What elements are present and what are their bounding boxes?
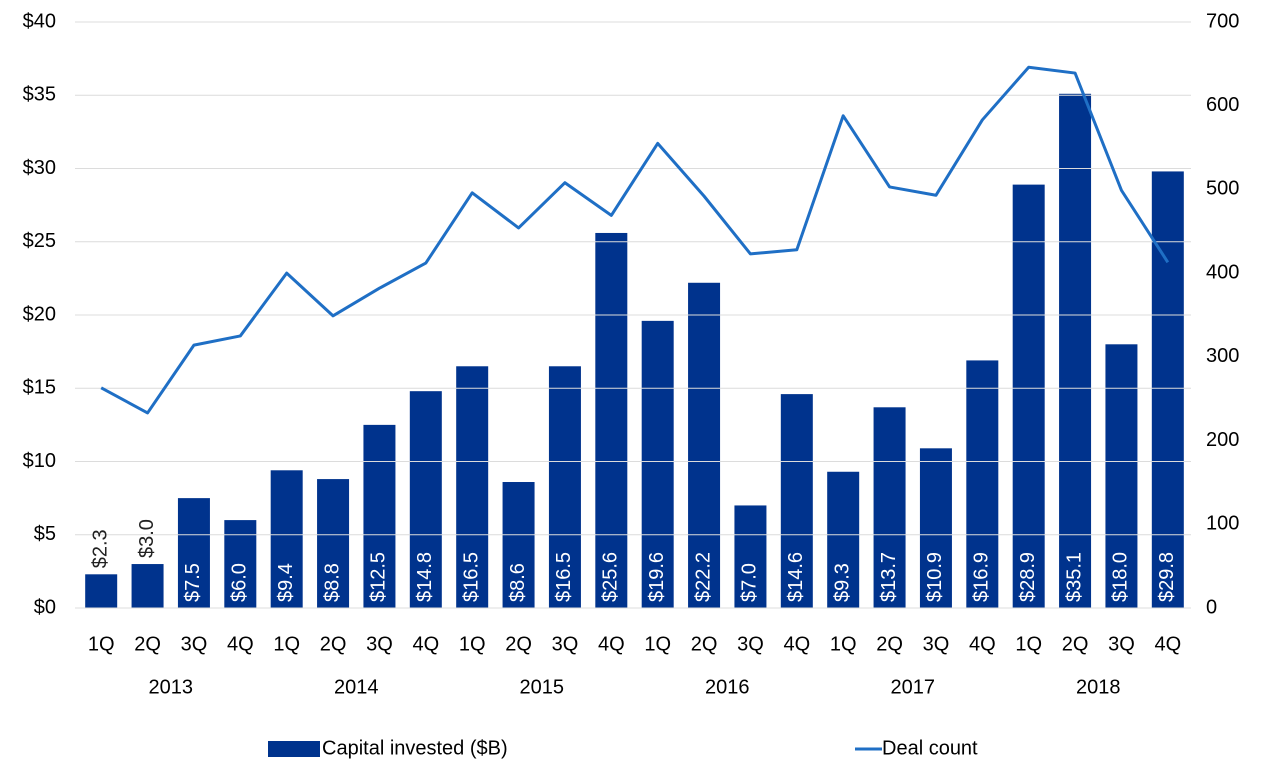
group-label: 2016	[705, 676, 750, 698]
x-tick-label: 2Q	[691, 633, 718, 655]
bar	[919, 448, 952, 608]
x-tick-label: 3Q	[181, 633, 208, 655]
bar	[131, 564, 164, 608]
bar	[456, 366, 489, 608]
y2-tick-label: 400	[1206, 261, 1239, 283]
value-label: $9.4	[275, 563, 297, 602]
bar	[641, 320, 674, 608]
group-label: 2015	[520, 676, 565, 698]
value-label: $19.6	[646, 552, 668, 602]
x-tick-label: 2Q	[876, 633, 903, 655]
x-tick-label: 2Q	[505, 633, 532, 655]
value-label: $29.8	[1156, 552, 1178, 602]
x-tick-label: 1Q	[88, 633, 115, 655]
y2-tick-label: 600	[1206, 94, 1239, 116]
y-tick-label: $30	[23, 157, 56, 179]
x-tick-label: 3Q	[366, 633, 393, 655]
value-label: $9.3	[831, 563, 853, 602]
value-label: $16.9	[971, 552, 993, 602]
bar	[827, 471, 860, 608]
bar	[363, 424, 396, 608]
bar	[1012, 184, 1045, 609]
y-tick-label: $15	[23, 377, 56, 399]
x-tick-label: 3Q	[923, 633, 950, 655]
y-tick-label: $40	[23, 10, 56, 32]
value-label: $18.0	[1110, 552, 1132, 602]
value-label: $7.5	[182, 563, 204, 602]
bar	[177, 498, 210, 608]
value-label: $16.5	[460, 552, 482, 602]
bar	[1059, 93, 1092, 608]
group-label: 2014	[334, 676, 379, 698]
y2-tick-label: 100	[1206, 513, 1239, 535]
x-tick-label: 3Q	[737, 633, 764, 655]
x-tick-label: 4Q	[969, 633, 996, 655]
legend-label: Capital invested ($B)	[322, 737, 508, 759]
bar	[270, 470, 303, 608]
bar	[1151, 171, 1184, 608]
bar	[780, 394, 813, 608]
bar	[502, 482, 535, 608]
y-tick-label: $10	[23, 450, 56, 472]
value-label: $28.9	[1017, 552, 1039, 602]
y-tick-label: $20	[23, 303, 56, 325]
value-label: $8.6	[507, 563, 529, 602]
y2-tick-label: 200	[1206, 429, 1239, 451]
bar	[595, 232, 628, 608]
bar	[409, 391, 442, 608]
x-tick-label: 1Q	[830, 633, 857, 655]
y-tick-label: $35	[23, 84, 56, 106]
value-label: $7.0	[739, 563, 761, 602]
x-tick-label: 1Q	[273, 633, 300, 655]
value-label: $8.8	[321, 563, 343, 602]
y2-tick-label: 700	[1206, 10, 1239, 32]
y-tick-label: $25	[23, 230, 56, 252]
value-label: $22.2	[692, 552, 714, 602]
legend-label: Deal count	[882, 737, 978, 759]
x-tick-label: 2Q	[134, 633, 161, 655]
bar	[966, 360, 999, 608]
y2-tick-label: 0	[1206, 596, 1217, 618]
value-label: $14.8	[414, 552, 436, 602]
x-tick-label: 1Q	[644, 633, 671, 655]
bar	[734, 505, 767, 608]
y-tick-label: $0	[34, 596, 56, 618]
value-label: $3.0	[136, 519, 158, 558]
y2-tick-label: 500	[1206, 178, 1239, 200]
x-tick-label: 4Q	[227, 633, 254, 655]
x-tick-label: 4Q	[783, 633, 810, 655]
value-label: $35.1	[1063, 552, 1085, 602]
deal-count-line	[100, 65, 1170, 415]
bar	[317, 479, 350, 608]
group-label: 2013	[149, 676, 194, 698]
value-label: $14.6	[785, 552, 807, 602]
x-tick-label: 2Q	[320, 633, 347, 655]
bar	[548, 366, 581, 608]
x-tick-label: 4Q	[598, 633, 625, 655]
y2-tick-label: 300	[1206, 345, 1239, 367]
bar	[85, 574, 118, 608]
legend-swatch	[268, 741, 320, 757]
group-label: 2017	[891, 676, 936, 698]
bar	[873, 407, 906, 608]
x-tick-label: 3Q	[552, 633, 579, 655]
value-label: $6.0	[229, 563, 251, 602]
x-tick-label: 3Q	[1108, 633, 1135, 655]
x-tick-label: 1Q	[459, 633, 486, 655]
x-tick-label: 1Q	[1015, 633, 1042, 655]
value-label: $10.9	[924, 552, 946, 602]
x-tick-label: 4Q	[412, 633, 439, 655]
group-label: 2018	[1076, 676, 1121, 698]
value-label: $12.5	[368, 552, 390, 602]
value-label: $2.3	[89, 529, 111, 568]
y-tick-label: $5	[34, 523, 56, 545]
value-label: $16.5	[553, 552, 575, 602]
value-label: $25.6	[600, 552, 622, 602]
value-label: $13.7	[878, 552, 900, 602]
bar	[688, 282, 721, 608]
x-tick-label: 4Q	[1154, 633, 1181, 655]
x-tick-label: 2Q	[1062, 633, 1089, 655]
